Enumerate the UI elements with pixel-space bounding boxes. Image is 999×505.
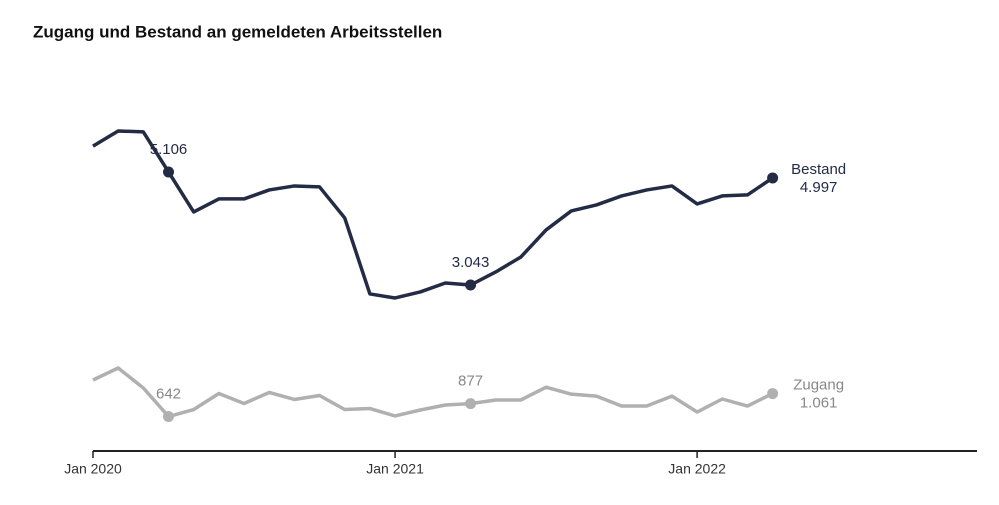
value-label: 5.106 — [150, 141, 188, 158]
highlight-point — [767, 388, 779, 400]
series-name: Zugang — [793, 377, 844, 394]
highlight-point — [163, 411, 175, 423]
x-tick-label: Jan 2021 — [366, 461, 424, 477]
x-tick-label: Jan 2020 — [64, 461, 122, 477]
highlight-point — [163, 166, 175, 178]
value-label: 4.997 — [800, 179, 838, 196]
series-name: Bestand — [791, 161, 846, 178]
value-label: 642 — [156, 385, 181, 402]
series-line — [92, 366, 774, 419]
series-line — [92, 129, 774, 300]
value-label: 877 — [458, 373, 483, 390]
value-label: 1.061 — [800, 395, 838, 412]
x-tick-label: Jan 2022 — [668, 461, 726, 477]
highlight-point — [465, 398, 477, 410]
value-label: 3.043 — [452, 254, 490, 271]
chart-title: Zugang und Bestand an gemeldeten Arbeits… — [33, 22, 442, 41]
highlight-point — [465, 279, 477, 291]
highlight-point — [767, 172, 779, 184]
